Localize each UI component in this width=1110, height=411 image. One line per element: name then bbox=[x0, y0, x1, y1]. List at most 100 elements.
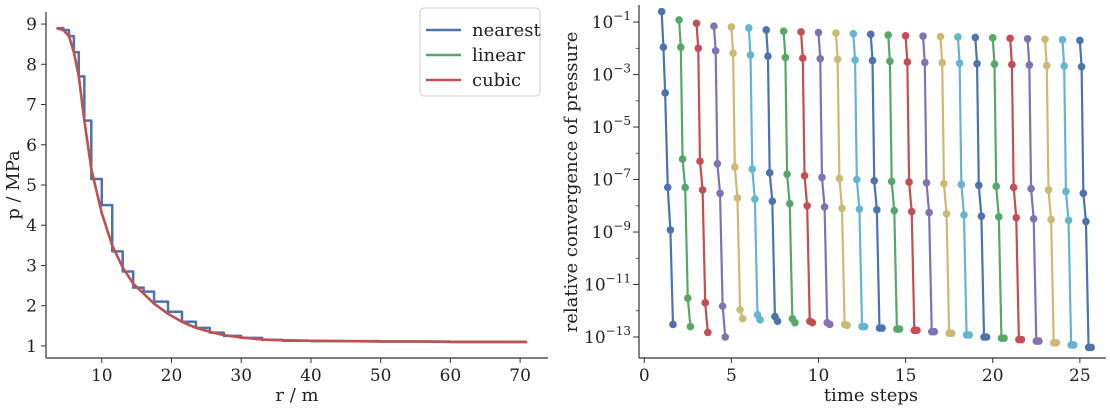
convergence-point bbox=[704, 328, 712, 337]
convergence-point bbox=[733, 194, 742, 202]
left-x-tick-label: 10 bbox=[91, 366, 113, 386]
convergence-point bbox=[1064, 216, 1073, 225]
convergence-point bbox=[666, 226, 675, 234]
convergence-series-line bbox=[730, 26, 744, 319]
convergence-series-line bbox=[660, 11, 675, 325]
legend-label-cubic: cubic bbox=[472, 70, 521, 91]
convergence-point bbox=[781, 53, 790, 62]
convergence-point bbox=[721, 333, 730, 341]
convergence-point bbox=[942, 209, 951, 218]
pressure-profile-chart: 10 20 30 40 50 60 70 1 2 3 4 5 6 7 8 9 r / m p / MPa ne… bbox=[3, 7, 548, 406]
right-y-tick-label: 10−13 bbox=[584, 324, 631, 348]
convergence-point bbox=[895, 325, 904, 333]
convergence-point bbox=[1023, 35, 1032, 43]
convergence-point bbox=[1069, 341, 1078, 349]
left-y-tick-label: 7 bbox=[26, 96, 37, 116]
left-y-axis-label: p / MPa bbox=[3, 150, 24, 220]
convergence-point bbox=[1009, 183, 1018, 192]
convergence-point bbox=[868, 56, 877, 65]
convergence-point bbox=[1060, 62, 1068, 70]
convergence-point bbox=[890, 206, 899, 215]
left-x-tick-label: 50 bbox=[370, 366, 392, 386]
right-y-tick-label: 10−5 bbox=[592, 114, 631, 138]
convergence-point bbox=[764, 52, 772, 61]
convergence-point bbox=[744, 24, 753, 32]
convergence-point bbox=[849, 29, 858, 38]
left-y-tick-label: 6 bbox=[26, 136, 37, 156]
convergence-point bbox=[1006, 34, 1014, 43]
left-y-tick-label: 4 bbox=[26, 216, 37, 236]
convergence-point bbox=[855, 205, 864, 213]
convergence-point bbox=[701, 299, 710, 307]
convergence-point bbox=[838, 204, 846, 213]
convergence-point bbox=[698, 186, 707, 194]
convergence-point bbox=[920, 58, 929, 67]
convergence-point bbox=[756, 316, 764, 324]
convergence-point bbox=[731, 163, 739, 171]
convergence-series-line bbox=[712, 26, 727, 338]
convergence-point bbox=[1025, 61, 1034, 69]
convergence-point bbox=[1027, 184, 1035, 193]
convergence-point bbox=[1082, 217, 1090, 226]
convergence-point bbox=[711, 47, 720, 55]
convergence-point bbox=[818, 173, 826, 182]
convergence-point bbox=[936, 32, 945, 41]
convergence-point bbox=[1052, 339, 1061, 347]
convergence-series-line bbox=[677, 19, 692, 327]
left-y-tick-label: 2 bbox=[26, 297, 37, 317]
convergence-point bbox=[1029, 214, 1038, 223]
convergence-point bbox=[1062, 187, 1070, 196]
convergence-point bbox=[746, 51, 755, 59]
convergence-point bbox=[930, 327, 939, 336]
convergence-point bbox=[736, 305, 744, 314]
convergence-point bbox=[922, 179, 931, 187]
convergence-point bbox=[678, 155, 687, 163]
convergence-point bbox=[1058, 36, 1067, 44]
convergence-point bbox=[816, 54, 825, 63]
convergence-point bbox=[974, 181, 983, 190]
convergence-point bbox=[988, 34, 997, 42]
convergence-point bbox=[779, 27, 788, 35]
convergence-point bbox=[1017, 335, 1026, 344]
convergence-point bbox=[925, 208, 933, 217]
convergence-chart: 0 5 10 15 20 25 10−1 10−3 10−5 10−7 10−9 10−11 10−13… bbox=[561, 5, 1106, 406]
convergence-point bbox=[768, 197, 777, 205]
legend: nearest linear cubic bbox=[419, 7, 541, 97]
convergence-point bbox=[1041, 35, 1049, 44]
right-y-axis-label: relative convergence of pressure bbox=[561, 32, 582, 333]
convergence-point bbox=[808, 318, 817, 327]
convergence-point bbox=[992, 182, 1001, 191]
convergence-point bbox=[833, 55, 842, 64]
convergence-point bbox=[1047, 215, 1055, 224]
convergence-point bbox=[977, 212, 986, 221]
convergence-point bbox=[1000, 334, 1008, 343]
convergence-point bbox=[1012, 213, 1021, 222]
right-x-axis-label: time steps bbox=[824, 385, 918, 406]
convergence-series-line bbox=[695, 23, 709, 333]
convergence-point bbox=[1044, 186, 1053, 194]
convergence-point bbox=[990, 60, 999, 68]
right-y-tick-label: 10−7 bbox=[592, 167, 631, 191]
convergence-point bbox=[903, 58, 912, 66]
right-x-tick-label: 10 bbox=[808, 366, 830, 386]
left-x-tick-label: 40 bbox=[300, 366, 322, 386]
convergence-point bbox=[696, 157, 704, 165]
convergence-point bbox=[860, 322, 869, 331]
convergence-point bbox=[669, 320, 677, 329]
convergence-point bbox=[681, 183, 689, 192]
convergence-point bbox=[878, 324, 886, 332]
right-y-tick-label: 10−11 bbox=[584, 272, 631, 296]
convergence-point bbox=[751, 195, 759, 203]
convergence-point bbox=[683, 294, 692, 303]
legend-label-nearest: nearest bbox=[472, 20, 541, 41]
convergence-point bbox=[901, 31, 910, 40]
convergence-point bbox=[832, 29, 840, 37]
left-y-tick-label: 8 bbox=[26, 55, 37, 75]
convergence-point bbox=[887, 177, 896, 186]
convergence-point bbox=[803, 201, 811, 210]
series-line-cubic bbox=[56, 26, 528, 344]
convergence-point bbox=[798, 54, 807, 62]
right-y-tick-label: 10−9 bbox=[592, 219, 631, 243]
convergence-point bbox=[783, 170, 791, 178]
right-x-tick-label: 25 bbox=[1069, 366, 1091, 386]
